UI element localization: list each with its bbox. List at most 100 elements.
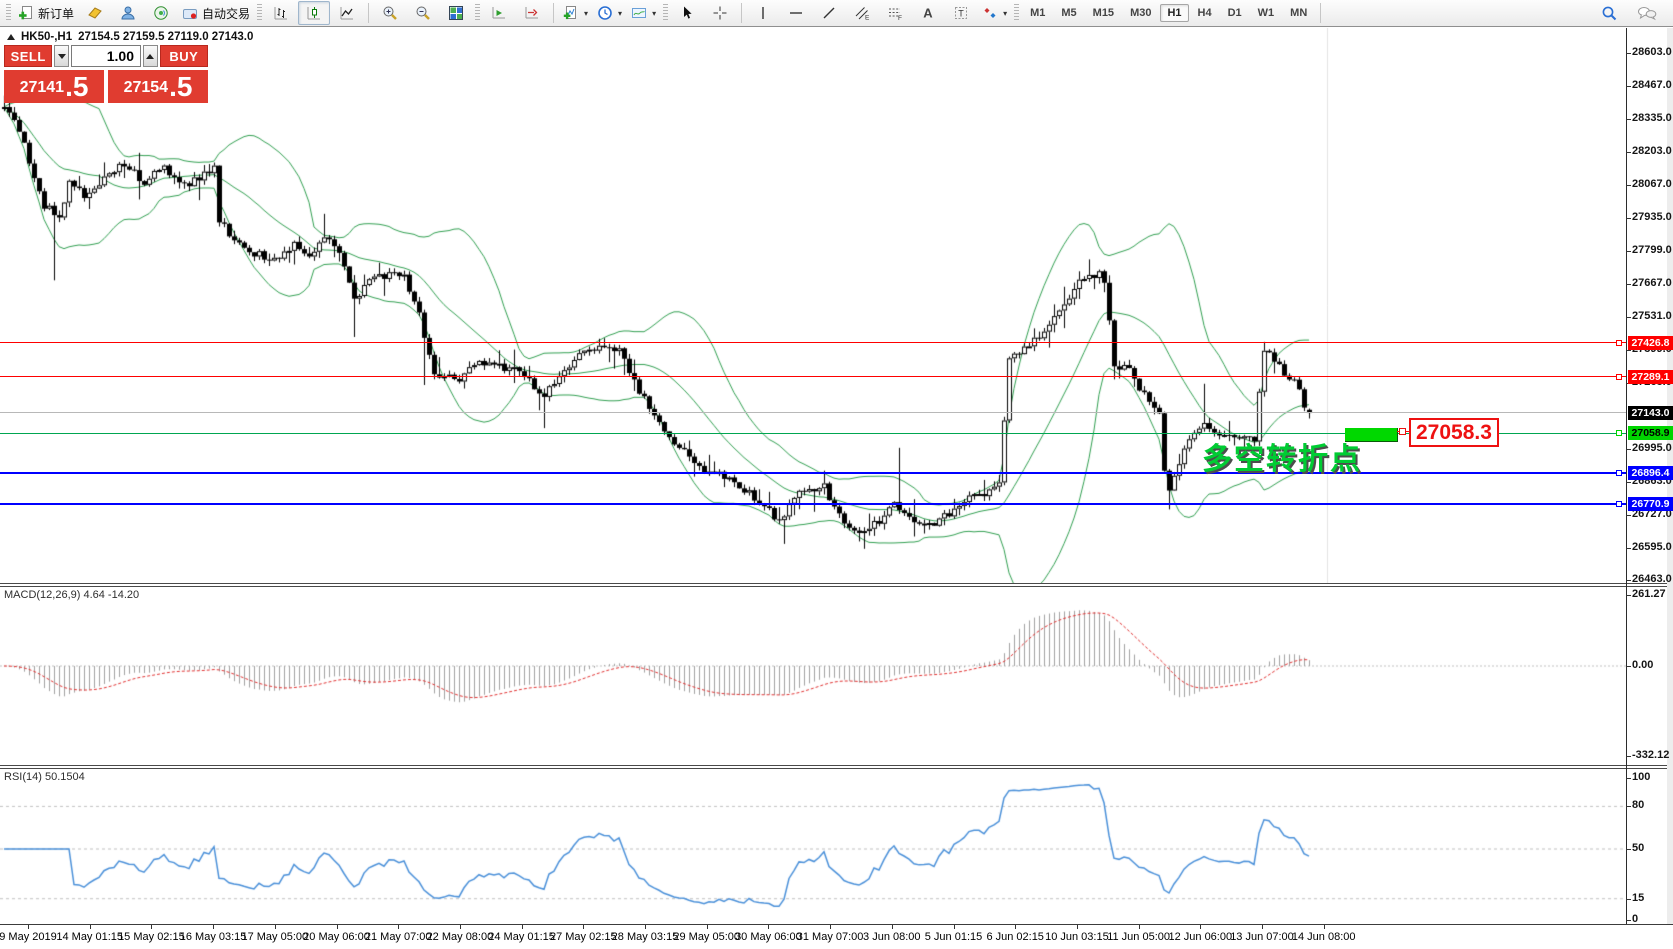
level-line-26896.4[interactable] bbox=[0, 472, 1626, 475]
buy-button[interactable]: BUY bbox=[159, 45, 208, 67]
level-line-27289.1[interactable] bbox=[0, 376, 1626, 378]
macd-panel-canvas[interactable] bbox=[0, 587, 1626, 765]
panel-separator[interactable] bbox=[0, 765, 1673, 769]
periods-button[interactable]: ▾ bbox=[593, 1, 626, 25]
price-tag-label[interactable]: 27058.3 bbox=[1409, 418, 1499, 447]
text-label-button[interactable]: T bbox=[945, 1, 977, 25]
one-click-trading-panel: SELL BUY 27141.5 27154.5 bbox=[4, 45, 208, 103]
price-tick bbox=[1626, 283, 1631, 285]
time-axis[interactable]: 9 May 2019 14 May 01:15 15 May 02:15 16 May… bbox=[0, 924, 1673, 949]
timeframe-h4[interactable]: H4 bbox=[1197, 7, 1212, 19]
timeframe-m15[interactable]: M15 bbox=[1092, 7, 1115, 19]
volume-decrease-button[interactable] bbox=[54, 45, 69, 67]
arrows-button[interactable]: ▾ bbox=[978, 1, 1011, 25]
time-tick bbox=[213, 925, 215, 929]
signal-icon bbox=[153, 5, 169, 21]
price-tag-anchor[interactable] bbox=[1399, 428, 1406, 435]
chat-button[interactable] bbox=[1631, 1, 1663, 25]
time-tick-label: 29 May 05:00 bbox=[673, 931, 741, 943]
timeframe-w1[interactable]: W1 bbox=[1257, 7, 1275, 19]
candle-chart-button[interactable] bbox=[298, 1, 331, 25]
level-anchor[interactable] bbox=[1616, 470, 1622, 477]
autotrade-button[interactable]: 自动交易 bbox=[178, 1, 254, 25]
macd-axis-label: 261.27 bbox=[1632, 588, 1666, 600]
ohlc-values: 27154.5 27159.5 27119.0 27143.0 bbox=[78, 31, 254, 43]
trendline-button[interactable] bbox=[813, 1, 845, 25]
indicators-button[interactable]: ▾ bbox=[559, 1, 592, 25]
zoom-in-button[interactable] bbox=[374, 1, 406, 25]
new-order-button[interactable]: 新订单 bbox=[14, 1, 78, 25]
toolbar-drag-handle[interactable] bbox=[475, 4, 481, 22]
buy-price-display[interactable]: 27154.5 bbox=[108, 70, 208, 103]
zoom-out-button[interactable] bbox=[407, 1, 439, 25]
sell-price-display[interactable]: 27141.5 bbox=[4, 70, 104, 103]
price-tick-label: 27531.0 bbox=[1632, 310, 1672, 323]
timeframe-d1[interactable]: D1 bbox=[1227, 7, 1242, 19]
time-tick bbox=[1015, 925, 1017, 929]
toolbar-drag-handle[interactable] bbox=[663, 4, 669, 22]
level-anchor[interactable] bbox=[1616, 339, 1622, 346]
level-line-27058.9[interactable] bbox=[0, 432, 1626, 434]
rsi-axis-tick bbox=[1626, 806, 1631, 808]
price-tick-label: 28603.0 bbox=[1632, 46, 1672, 58]
chart-expand-icon[interactable] bbox=[7, 34, 15, 40]
profile-button[interactable] bbox=[112, 1, 144, 25]
toolbar-drag-handle[interactable] bbox=[6, 4, 11, 22]
volume-increase-button[interactable] bbox=[143, 45, 158, 67]
channel-button[interactable]: E bbox=[846, 1, 878, 25]
volume-input[interactable] bbox=[71, 45, 141, 67]
timeframe-m1[interactable]: M1 bbox=[1030, 7, 1046, 19]
panel-separator[interactable] bbox=[0, 583, 1673, 587]
timeframe-h1[interactable]: H1 bbox=[1160, 4, 1189, 22]
chart-shift-button[interactable] bbox=[516, 1, 548, 25]
timeframe-m30[interactable]: M30 bbox=[1130, 7, 1152, 19]
signal-button[interactable] bbox=[145, 1, 177, 25]
crosshair-button[interactable] bbox=[704, 1, 736, 25]
cursor-icon bbox=[679, 5, 695, 21]
price-tick-label: 28067.0 bbox=[1632, 178, 1672, 191]
annotation-note[interactable]: 多空转折点 bbox=[1202, 443, 1362, 476]
bar-chart-icon bbox=[273, 5, 289, 21]
level-anchor[interactable] bbox=[1616, 430, 1622, 437]
text-button[interactable]: A bbox=[912, 1, 944, 25]
macd-indicator-label: MACD(12,26,9) 4.64 -14.20 bbox=[4, 589, 140, 601]
turning-point-highlight[interactable] bbox=[1345, 428, 1398, 442]
triangle-up-icon bbox=[146, 53, 155, 59]
autotrade-icon bbox=[182, 5, 198, 21]
level-line-26770.9[interactable] bbox=[0, 503, 1626, 506]
level-line-27143.0[interactable] bbox=[0, 412, 1626, 414]
auto-scroll-button[interactable] bbox=[483, 1, 515, 25]
horizontal-line-button[interactable] bbox=[780, 1, 812, 25]
cursor-button[interactable] bbox=[671, 1, 703, 25]
zoom-out-icon bbox=[415, 5, 431, 21]
templates-button[interactable]: ▾ bbox=[627, 1, 660, 25]
price-tick bbox=[1626, 481, 1631, 483]
level-anchor[interactable] bbox=[1616, 373, 1622, 380]
level-anchor[interactable] bbox=[1616, 501, 1622, 508]
timeframe-m5[interactable]: M5 bbox=[1061, 7, 1077, 19]
bar-chart-button[interactable] bbox=[265, 1, 297, 25]
toolbar-drag-handle[interactable] bbox=[1014, 4, 1020, 22]
time-tick-label: 5 Jun 01:15 bbox=[924, 931, 983, 943]
price-chart-canvas[interactable] bbox=[0, 28, 1626, 583]
price-badge: 27058.9 bbox=[1628, 426, 1673, 441]
search-button[interactable] bbox=[1593, 1, 1625, 25]
auto-scroll-icon bbox=[491, 5, 507, 21]
tile-windows-button[interactable] bbox=[440, 1, 472, 25]
rsi-axis-label: 0 bbox=[1632, 913, 1639, 925]
rsi-axis-label: 50 bbox=[1632, 842, 1645, 854]
rsi-panel-canvas[interactable] bbox=[0, 769, 1626, 924]
rsi-axis-tick bbox=[1626, 778, 1631, 779]
vertical-line-button[interactable] bbox=[747, 1, 779, 25]
level-line-27426.8[interactable] bbox=[0, 342, 1626, 344]
sell-button[interactable]: SELL bbox=[4, 45, 53, 67]
toolbar-drag-handle[interactable] bbox=[257, 4, 263, 22]
timeframe-mn[interactable]: MN bbox=[1290, 7, 1308, 19]
time-tick bbox=[1138, 925, 1140, 929]
fibonacci-button[interactable]: F bbox=[879, 1, 911, 25]
triangle-down-icon bbox=[57, 53, 66, 59]
line-chart-button[interactable] bbox=[331, 1, 363, 25]
history-button[interactable] bbox=[79, 1, 111, 25]
time-tick-label: 31 May 07:00 bbox=[796, 931, 864, 943]
